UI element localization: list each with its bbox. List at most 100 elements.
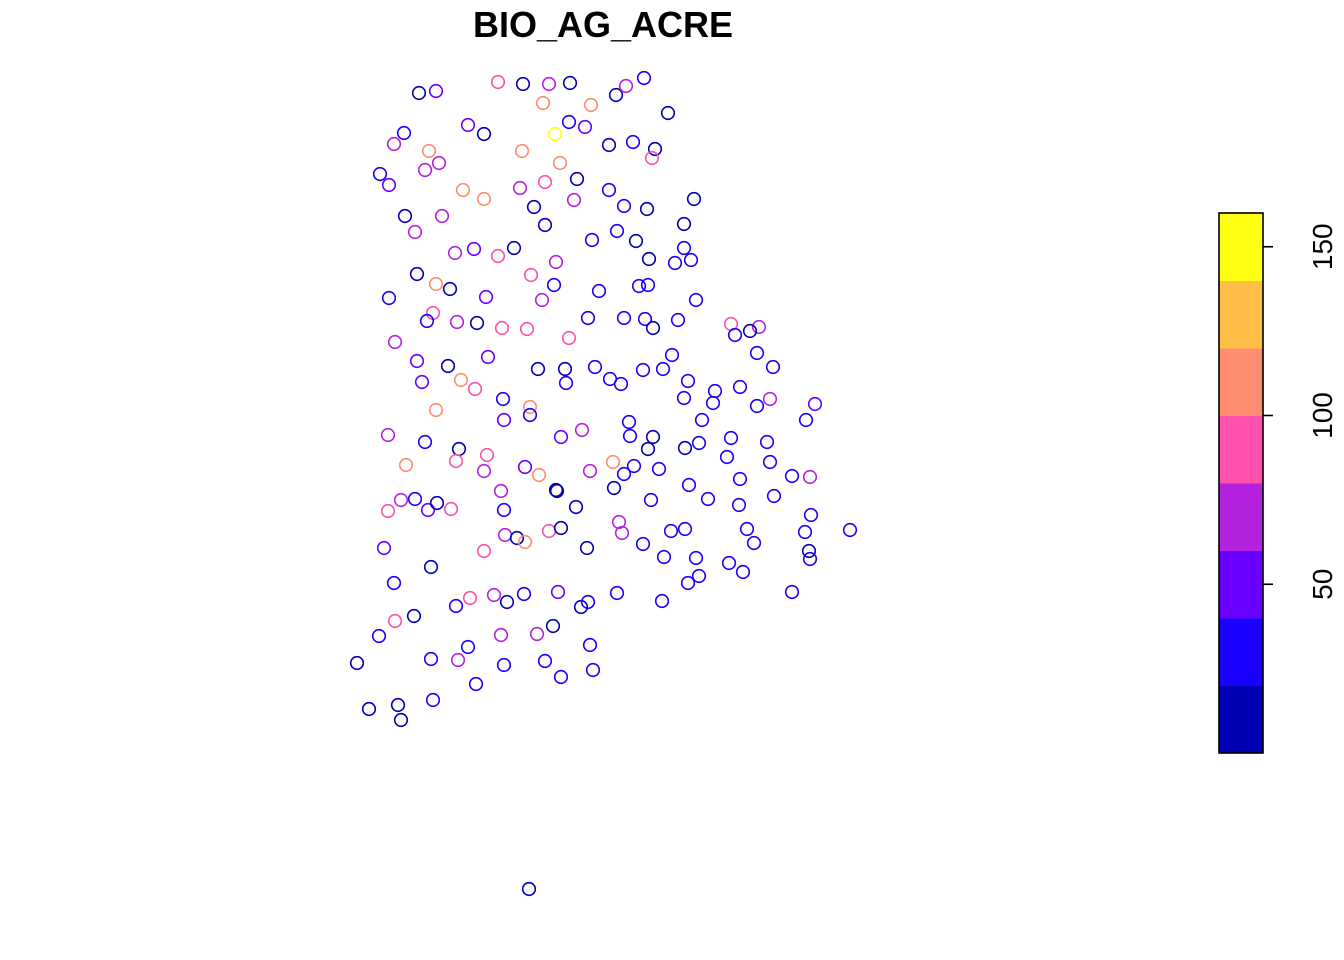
data-point — [664, 347, 680, 363]
data-point — [380, 503, 396, 519]
data-point — [490, 248, 506, 264]
data-point — [580, 310, 596, 326]
colorbar-segment — [1219, 415, 1263, 484]
colorbar-frame — [1218, 212, 1264, 754]
colorbar-tick-label: 50 — [1307, 569, 1338, 600]
data-point — [387, 613, 403, 629]
data-point — [731, 497, 747, 513]
data-point — [705, 395, 721, 411]
data-point — [534, 292, 550, 308]
data-point — [442, 281, 458, 297]
data-point — [807, 396, 823, 412]
colorbar-segment — [1219, 685, 1263, 754]
data-point — [349, 655, 365, 671]
data-point — [580, 594, 596, 610]
data-point — [522, 399, 538, 415]
data-point — [522, 407, 538, 423]
data-point — [568, 499, 584, 515]
data-point — [635, 362, 651, 378]
data-point — [448, 453, 464, 469]
data-point — [677, 521, 693, 537]
data-point — [574, 422, 590, 438]
data-point — [361, 701, 377, 717]
data-point — [393, 492, 409, 508]
data-point — [801, 543, 817, 559]
data-point — [476, 543, 492, 559]
data-point — [547, 126, 563, 142]
data-point — [496, 657, 512, 673]
data-point — [647, 141, 663, 157]
data-point — [381, 177, 397, 193]
data-point — [419, 313, 435, 329]
data-point — [552, 155, 568, 171]
data-point — [462, 590, 478, 606]
data-point — [688, 550, 704, 566]
data-point — [541, 523, 557, 539]
data-point — [677, 440, 693, 456]
data-point — [449, 314, 465, 330]
colorbar-segment — [1219, 550, 1263, 619]
data-point — [803, 507, 819, 523]
data-point — [727, 327, 743, 343]
data-point — [537, 174, 553, 190]
data-point — [545, 618, 561, 634]
data-point — [663, 523, 679, 539]
data-point — [628, 233, 644, 249]
data-point — [676, 216, 692, 232]
data-point — [759, 434, 775, 450]
data-point — [688, 292, 704, 308]
data-point — [497, 527, 513, 543]
points-layer — [349, 70, 858, 897]
colorbar-segment — [1219, 618, 1263, 686]
data-point — [521, 881, 537, 897]
data-point — [455, 182, 471, 198]
data-point — [651, 461, 667, 477]
data-point — [466, 241, 482, 257]
data-point — [397, 208, 413, 224]
data-point — [686, 191, 702, 207]
data-point — [517, 534, 533, 550]
data-point — [493, 483, 509, 499]
data-point — [626, 458, 642, 474]
data-point — [428, 402, 444, 418]
data-point — [636, 70, 652, 86]
data-point — [751, 319, 767, 335]
data-point — [390, 697, 406, 713]
data-point — [376, 540, 392, 556]
colorbar-legend: 50 100 150 — [1218, 212, 1338, 754]
data-point — [371, 628, 387, 644]
data-point — [496, 502, 512, 518]
data-point — [490, 74, 506, 90]
data-point — [493, 627, 509, 643]
data-point — [468, 676, 484, 692]
data-point — [606, 480, 622, 496]
data-point — [587, 359, 603, 375]
data-point — [721, 555, 737, 571]
data-point — [676, 390, 692, 406]
data-point — [434, 208, 450, 224]
data-point — [467, 381, 483, 397]
data-point — [749, 398, 765, 414]
data-point — [766, 488, 782, 504]
data-point — [765, 359, 781, 375]
data-point — [573, 599, 589, 615]
data-point — [535, 95, 551, 111]
data-point — [680, 373, 696, 389]
data-point — [553, 429, 569, 445]
data-point — [517, 459, 533, 475]
colorbar-segment — [1219, 483, 1263, 551]
data-point — [423, 651, 439, 667]
data-point — [460, 117, 476, 133]
data-point — [398, 457, 414, 473]
data-point — [643, 492, 659, 508]
data-point — [582, 463, 598, 479]
data-point — [537, 217, 553, 233]
data-point — [842, 522, 858, 538]
data-point — [616, 310, 632, 326]
data-point — [407, 224, 423, 240]
data-point — [531, 467, 547, 483]
data-point — [561, 330, 577, 346]
data-point — [381, 290, 397, 306]
data-point — [645, 320, 661, 336]
data-point — [530, 361, 546, 377]
